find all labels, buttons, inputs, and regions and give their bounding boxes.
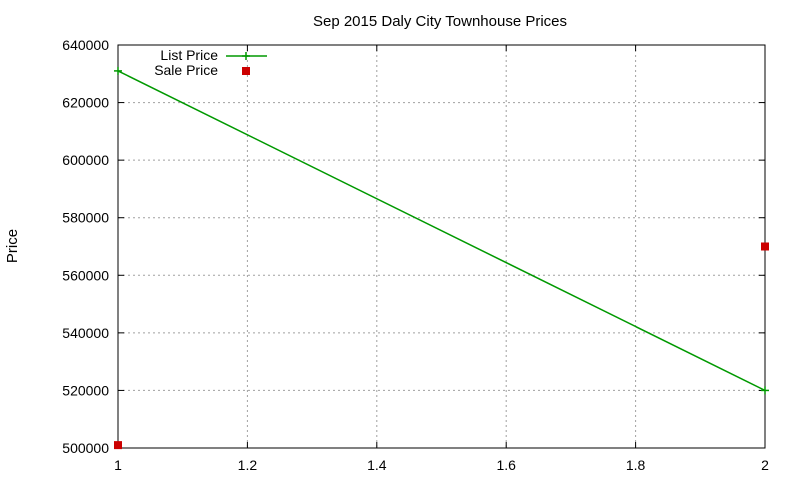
x-tick-label: 1.2 <box>238 457 258 473</box>
y-tick-label: 600000 <box>62 152 109 168</box>
x-tick-label: 1.4 <box>367 457 387 473</box>
plot-frame <box>117 44 766 449</box>
grid-lines <box>118 45 765 448</box>
data-series <box>114 66 769 450</box>
list-price-point <box>114 66 122 75</box>
y-tick-label: 520000 <box>62 382 109 398</box>
y-tick-label: 500000 <box>62 440 109 456</box>
legend-label-sale-price: Sale Price <box>154 62 218 78</box>
list-price-line <box>117 70 766 392</box>
legend-label-list-price: List Price <box>160 47 218 63</box>
sale-price-point <box>114 441 122 450</box>
chart-title: Sep 2015 Daly City Townhouse Prices <box>313 13 567 30</box>
list-price-series <box>114 66 769 395</box>
axis-ticks: 1 1.2 1.4 1.6 1.8 2 500000 520000 540000 560000 58… <box>62 37 769 473</box>
x-tick-label: 1.6 <box>496 457 516 473</box>
y-axis-label: Price <box>4 229 21 263</box>
y-tick-label: 640000 <box>62 37 109 53</box>
legend-marker-list-price <box>242 52 250 60</box>
legend-marker-sale-price <box>242 67 250 75</box>
list-price-point <box>761 386 769 395</box>
y-tick-label: 620000 <box>62 95 109 111</box>
y-tick-label: 580000 <box>62 210 109 226</box>
x-tick-label: 1 <box>114 457 122 473</box>
sale-price-series <box>114 242 769 450</box>
sale-price-point <box>761 242 769 251</box>
y-tick-label: 540000 <box>62 325 109 341</box>
y-tick-label: 560000 <box>62 267 109 283</box>
x-tick-label: 1.8 <box>626 457 646 473</box>
x-tick-label: 2 <box>761 457 769 473</box>
